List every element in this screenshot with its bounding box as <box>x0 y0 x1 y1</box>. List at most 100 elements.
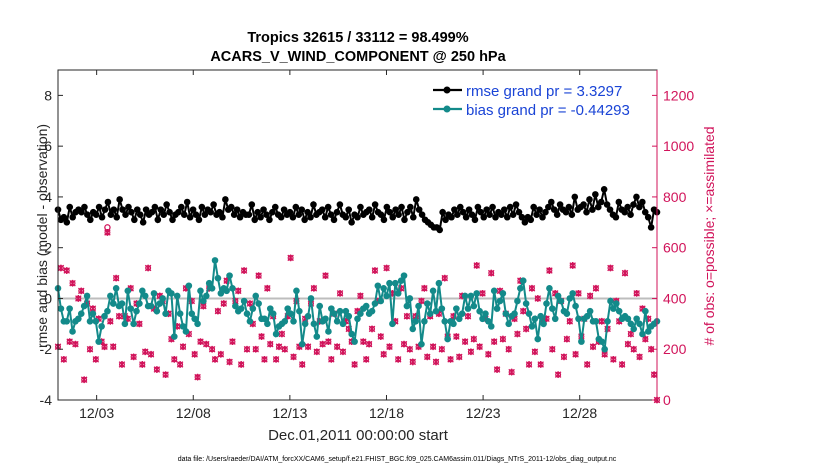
bias-point <box>150 290 158 297</box>
bias-point <box>243 310 251 317</box>
obs-assimilated-point <box>281 345 289 353</box>
bias-point <box>546 285 553 292</box>
obs-assimilated-cross <box>624 340 632 348</box>
legend-rmse-label: rmse grand pr = 3.3297 <box>466 83 622 100</box>
rmse-point <box>521 219 529 226</box>
bias-point <box>455 315 463 323</box>
bias-point <box>444 335 451 343</box>
bias-point <box>394 290 402 297</box>
chart-title-line1: Tropics 32615 / 33112 = 98.499% <box>247 30 468 46</box>
obs-assimilated-point <box>534 295 542 302</box>
right-y-axis: 0 200 400 600 800 1000 1200 <box>652 70 694 408</box>
bias-point <box>304 312 312 320</box>
left-tick-label: 0 <box>44 290 52 306</box>
obs-assimilated-point <box>203 340 210 348</box>
obs-assimilated-cross <box>569 262 576 269</box>
obs-assimilated-cross <box>214 307 222 315</box>
obs-assimilated-cross <box>357 292 364 300</box>
rmse-point <box>216 208 223 216</box>
obs-assimilated-point <box>211 355 219 363</box>
bias-point <box>80 302 88 310</box>
bias-point <box>534 335 542 343</box>
right-tick-label: 200 <box>663 341 687 357</box>
rmse-point <box>131 216 138 224</box>
obs-assimilated-cross <box>418 297 425 305</box>
obs-assimilated-point <box>298 361 306 368</box>
obs-assimilated-cross <box>310 284 318 292</box>
obs-assimilated-point <box>357 292 364 300</box>
obs-assimilated-point <box>383 264 390 272</box>
bias-point <box>57 305 65 312</box>
obs-assimilated-point <box>642 335 649 343</box>
obs-assimilated-cross <box>453 333 460 340</box>
rmse-point <box>142 206 150 213</box>
obs-assimilated-point <box>86 345 94 353</box>
obs-assimilated-cross <box>162 371 169 379</box>
rmse-point <box>477 208 485 216</box>
obs-assimilated-cross <box>633 289 640 297</box>
rmse-point <box>624 203 631 211</box>
obs-assimilated-cross <box>403 312 411 320</box>
obs-assimilated-point <box>104 229 111 236</box>
obs-assimilated-point <box>220 300 228 307</box>
chart-title-line2: ACARS_V_WIND_COMPONENT @ 250 hPa <box>210 49 506 65</box>
rmse-point <box>533 211 540 218</box>
obs-assimilated-point <box>586 292 594 300</box>
obs-assimilated-point <box>237 361 245 368</box>
obs-assimilated-cross <box>360 338 367 346</box>
bias-point <box>496 297 504 305</box>
rmse-point <box>415 206 423 213</box>
obs-assimilated-cross <box>627 330 635 338</box>
bias-point <box>397 277 405 284</box>
obs-assimilated-cross <box>208 345 216 353</box>
obs-assimilated-point <box>313 348 321 356</box>
obs-assimilated-cross <box>75 295 82 302</box>
bias-point <box>598 338 606 345</box>
bias-point <box>226 272 233 279</box>
bias-point <box>101 312 108 320</box>
bias-point <box>505 320 512 328</box>
rmse-point <box>269 208 276 216</box>
bias-point <box>261 315 268 323</box>
obs-assimilated-cross <box>246 300 254 307</box>
right-tick-label: 0 <box>663 392 671 408</box>
bias-point <box>354 315 361 323</box>
obs-assimilated-cross <box>141 348 149 356</box>
obs-assimilated-point <box>394 355 402 363</box>
bias-point <box>310 320 318 328</box>
bias-point <box>453 305 460 312</box>
bias-point <box>540 320 547 328</box>
rmse-point <box>136 211 144 218</box>
obs-assimilated-cross <box>438 345 446 353</box>
rmse-point <box>586 196 593 203</box>
rmse-point <box>498 211 505 218</box>
bias-point <box>374 282 382 290</box>
rmse-point <box>395 211 402 218</box>
bias-point <box>136 300 143 307</box>
bias-point <box>537 312 544 320</box>
obs-assimilated-cross <box>115 312 123 320</box>
obs-assimilated-point <box>240 267 248 274</box>
bias-point <box>345 312 353 320</box>
bias-point <box>153 307 161 315</box>
bias-point <box>333 318 341 325</box>
obs-assimilated-cross <box>211 355 219 363</box>
obs-assimilated-cross <box>409 358 417 366</box>
bias-point <box>461 292 469 300</box>
bias-point <box>246 318 254 325</box>
x-tick-label: 12/18 <box>369 405 404 421</box>
rmse-point <box>198 203 206 211</box>
rmse-point <box>553 211 561 218</box>
obs-assimilated-point <box>549 345 556 353</box>
obs-assimilated-cross <box>197 338 204 346</box>
rmse-point <box>201 211 209 218</box>
rmse-point <box>236 213 244 221</box>
rmse-point <box>139 219 147 226</box>
obs-assimilated-point <box>261 355 268 363</box>
rmse-point <box>227 203 235 211</box>
rmse-point <box>195 216 203 224</box>
obs-assimilated-point <box>153 366 161 373</box>
obs-assimilated-point <box>380 350 387 358</box>
bias-point <box>572 302 579 310</box>
obs-assimilated-point <box>179 343 187 351</box>
